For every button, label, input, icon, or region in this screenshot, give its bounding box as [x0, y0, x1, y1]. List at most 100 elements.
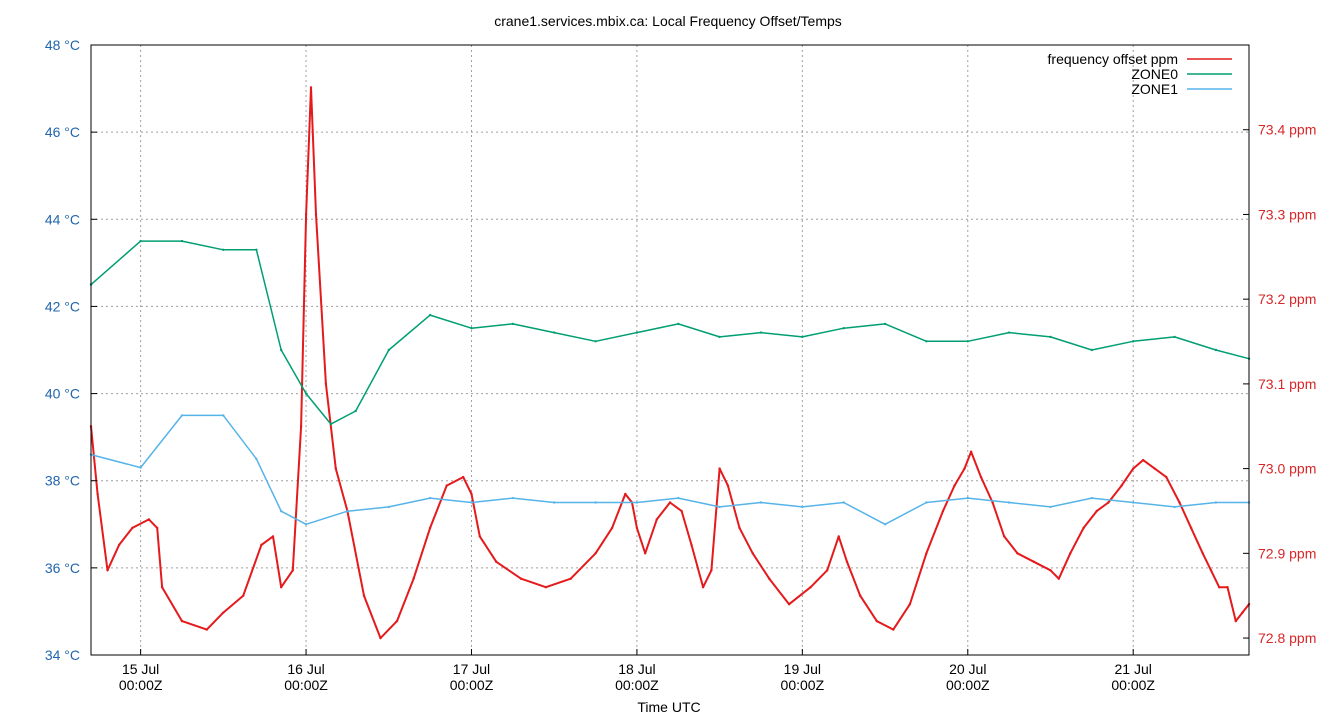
data-point — [255, 457, 258, 461]
data-point — [1003, 535, 1006, 538]
data-point — [1120, 484, 1123, 487]
x-tick-label-time: 00:00Z — [1111, 677, 1155, 693]
y-right-tick-label: 72.9 ppm — [1258, 545, 1316, 561]
x-tick-label-date: 20 Jul — [949, 661, 986, 677]
x-tick-label-date: 18 Jul — [618, 661, 655, 677]
data-point — [1141, 458, 1145, 462]
data-point — [280, 586, 283, 589]
data-point — [180, 619, 184, 623]
data-point — [883, 523, 887, 526]
data-point — [242, 594, 245, 597]
data-point — [826, 569, 829, 572]
data-point — [1069, 552, 1072, 555]
data-point — [966, 496, 969, 500]
y-left-tick-label: 46 °C — [45, 124, 80, 140]
data-point — [726, 484, 730, 487]
data-point — [842, 327, 845, 330]
data-point — [478, 535, 481, 538]
y-right-tick-label: 72.8 ppm — [1258, 630, 1316, 646]
x-tick-label-time: 00:00Z — [946, 677, 990, 693]
y-right-tick-label: 73.4 ppm — [1258, 122, 1316, 138]
data-point — [953, 484, 956, 487]
data-point — [354, 409, 357, 413]
data-point — [304, 392, 308, 395]
data-point — [594, 501, 597, 504]
data-point — [1173, 335, 1176, 339]
data-point — [908, 603, 912, 606]
plot-area-border — [90, 44, 1250, 656]
data-point — [160, 586, 164, 589]
data-point — [787, 603, 791, 606]
data-point — [594, 340, 597, 343]
data-point — [718, 335, 721, 339]
data-point — [519, 577, 523, 580]
data-point — [1218, 586, 1221, 589]
x-tick-label-date: 21 Jul — [1115, 661, 1152, 677]
data-point — [309, 86, 313, 89]
data-point — [222, 414, 225, 417]
data-point — [718, 505, 721, 509]
data-point — [156, 526, 159, 530]
data-point — [963, 467, 966, 470]
data-point — [768, 577, 771, 580]
data-point — [1189, 526, 1193, 530]
data-point — [1132, 467, 1135, 470]
data-point — [1165, 475, 1168, 479]
data-point — [428, 496, 432, 500]
data-point — [969, 450, 973, 453]
data-point — [470, 492, 473, 496]
data-point — [1214, 348, 1218, 352]
data-point — [677, 496, 680, 500]
chart-title: crane1.services.mbix.ca: Local Frequency… — [494, 13, 842, 29]
data-point — [379, 636, 382, 640]
data-point — [710, 569, 713, 572]
data-point — [180, 414, 184, 417]
data-point — [106, 569, 109, 572]
data-point — [690, 543, 693, 547]
data-point — [428, 313, 432, 317]
series-zone0 — [89, 239, 1251, 426]
data-point — [117, 543, 121, 547]
data-point — [883, 322, 887, 326]
data-point — [892, 628, 895, 631]
data-point — [511, 496, 514, 500]
data-point — [1132, 340, 1135, 343]
data-point — [412, 577, 415, 580]
data-point — [131, 526, 134, 530]
data-point — [635, 501, 639, 504]
x-tick-label-time: 00:00Z — [284, 677, 328, 693]
x-tick-label-time: 00:00Z — [450, 677, 494, 693]
data-point — [925, 552, 928, 555]
data-point — [222, 248, 225, 251]
data-point — [387, 348, 390, 352]
y-left-tick-label: 40 °C — [45, 386, 80, 402]
data-point — [610, 526, 614, 530]
data-point — [1016, 552, 1019, 555]
data-point — [644, 552, 647, 555]
x-tick-label-time: 00:00Z — [615, 677, 659, 693]
data-point — [299, 425, 303, 428]
data-point — [346, 510, 349, 513]
y-right-tick-label: 73.1 ppm — [1258, 376, 1316, 392]
data-point — [1090, 348, 1094, 352]
data-point — [291, 569, 294, 572]
data-point — [925, 340, 928, 343]
data-point — [1201, 552, 1204, 555]
data-point — [655, 518, 658, 521]
data-point — [680, 509, 683, 513]
y-right-tick-label: 73.3 ppm — [1258, 206, 1316, 222]
data-point — [1226, 586, 1229, 589]
data-point — [139, 466, 142, 469]
data-point — [260, 543, 263, 547]
data-point — [1057, 577, 1061, 580]
data-point — [759, 501, 763, 504]
data-point — [1032, 560, 1036, 563]
data-point — [280, 348, 283, 352]
y-right-tick-label: 73.0 ppm — [1258, 461, 1316, 477]
axes: 34 °C 36 °C 38 °C 40 °C 42 °C 44 °C 46 °C 48 °C… — [45, 37, 1317, 693]
series-frequency-offset-ppm — [89, 86, 1251, 640]
data-point — [329, 422, 333, 426]
data-point — [759, 331, 763, 334]
